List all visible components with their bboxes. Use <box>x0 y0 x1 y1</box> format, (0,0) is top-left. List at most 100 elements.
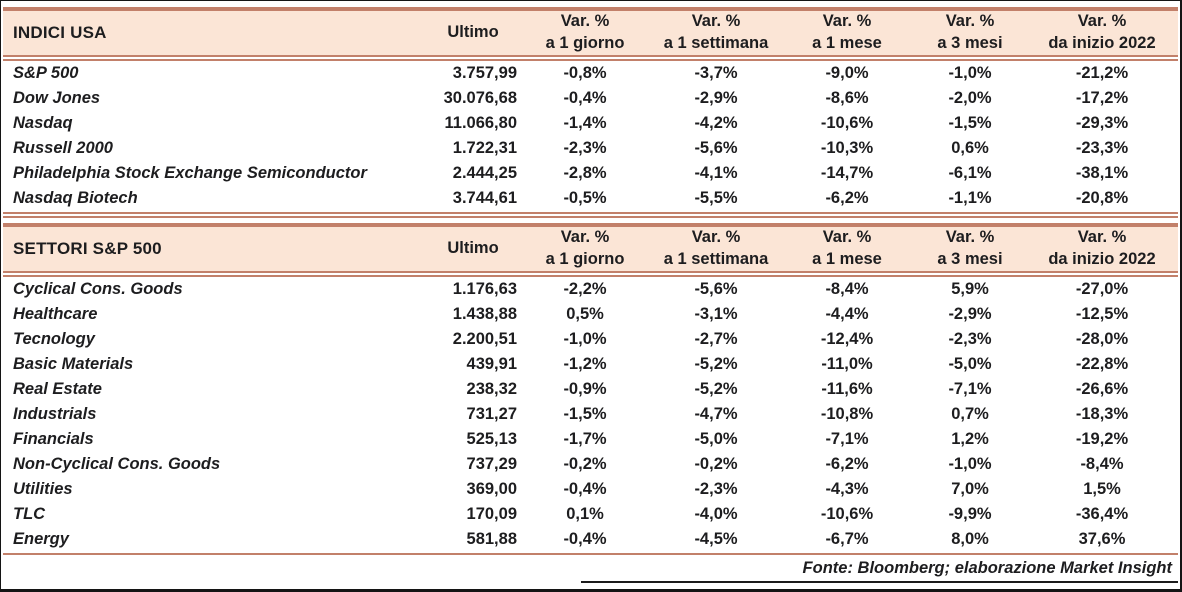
row-var-inizio-2022: -26,6% <box>1075 380 1129 398</box>
row-name: TLC <box>13 505 46 523</box>
row-name: Philadelphia Stock Exchange Semiconducto… <box>13 164 367 182</box>
row-var-3-mesi: -9,9% <box>948 505 992 523</box>
table-row: S&P 500 3.757,99 -0,8% -3,7% -9,0% -1,0%… <box>3 61 1178 86</box>
row-ultimo-value: 238,32 <box>466 380 517 398</box>
row-var-1-settimana: -4,5% <box>694 530 738 548</box>
row-name: Tecnology <box>13 330 95 348</box>
row-var-1-settimana: -2,9% <box>694 89 738 107</box>
var-period-label: a 1 giorno <box>545 34 625 52</box>
col-header-var-inizio-2022: Var. % da inizio 2022 <box>1027 11 1177 55</box>
row-var-1-mese: -6,2% <box>825 455 869 473</box>
row-var-1-giorno: -1,5% <box>563 405 607 423</box>
row-var-1-giorno: -0,4% <box>563 480 607 498</box>
var-period-label: a 1 mese <box>812 250 882 268</box>
row-var-1-settimana: -2,3% <box>694 480 738 498</box>
row-var-1-mese: -10,8% <box>820 405 874 423</box>
row-var-1-mese: -4,4% <box>825 305 869 323</box>
table-row: Real Estate 238,32 -0,9% -5,2% -11,6% -7… <box>3 377 1178 402</box>
row-var-1-giorno: -0,8% <box>563 64 607 82</box>
var-period-label: a 3 mesi <box>937 34 1003 52</box>
var-period-label: a 1 settimana <box>663 250 769 268</box>
row-name: Energy <box>13 530 69 548</box>
row-var-1-mese: -6,2% <box>825 189 869 207</box>
row-ultimo-value: 581,88 <box>466 530 517 548</box>
row-var-1-mese: -8,6% <box>825 89 869 107</box>
row-ultimo-value: 3.744,61 <box>452 189 517 207</box>
row-var-inizio-2022: -19,2% <box>1075 430 1129 448</box>
table-section: SETTORI S&P 500 Ultimo Var. % a 1 giorno… <box>3 223 1178 555</box>
var-pct-label: Var. % <box>945 228 995 247</box>
row-var-inizio-2022: 37,6% <box>1078 530 1126 548</box>
row-name: Cyclical Cons. Goods <box>13 280 183 298</box>
row-name: Nasdaq <box>13 114 73 132</box>
table-row: Basic Materials 439,91 -1,2% -5,2% -11,0… <box>3 352 1178 377</box>
table-row: Financials 525,13 -1,7% -5,0% -7,1% 1,2%… <box>3 427 1178 452</box>
row-var-inizio-2022: -12,5% <box>1075 305 1129 323</box>
row-var-inizio-2022: -36,4% <box>1075 505 1129 523</box>
row-var-1-mese: -14,7% <box>820 164 874 182</box>
row-var-1-settimana: -5,0% <box>694 430 738 448</box>
section-header-band: INDICI USA Ultimo Var. % a 1 giorno Var.… <box>3 9 1178 57</box>
header-underline <box>3 59 1178 61</box>
table-row: Healthcare 1.438,88 0,5% -3,1% -4,4% -2,… <box>3 302 1178 327</box>
row-var-1-settimana: -5,6% <box>694 280 738 298</box>
section-title: SETTORI S&P 500 <box>13 239 162 258</box>
row-var-1-mese: -11,0% <box>821 355 873 373</box>
var-period-label: a 1 mese <box>812 34 882 52</box>
table-row: Russell 2000 1.722,31 -2,3% -5,6% -10,3%… <box>3 136 1178 161</box>
row-ultimo-value: 2.444,25 <box>452 164 517 182</box>
row-name: Dow Jones <box>13 89 101 107</box>
row-var-1-giorno: 0,5% <box>566 305 604 323</box>
row-var-3-mesi: -2,9% <box>948 305 992 323</box>
table-row: Cyclical Cons. Goods 1.176,63 -2,2% -5,6… <box>3 277 1178 302</box>
row-var-1-settimana: -5,5% <box>694 189 738 207</box>
col-header-var-1-settimana: Var. % a 1 settimana <box>651 227 781 271</box>
row-var-inizio-2022: 1,5% <box>1083 480 1121 498</box>
table-body: INDICI USA Ultimo Var. % a 1 giorno Var.… <box>3 7 1178 555</box>
row-ultimo-value: 1.176,63 <box>452 280 517 298</box>
row-var-1-giorno: -2,2% <box>563 280 607 298</box>
row-ultimo-value: 170,09 <box>466 505 517 523</box>
row-var-3-mesi: 8,0% <box>951 530 989 548</box>
var-period-label: a 3 mesi <box>937 250 1003 268</box>
section-header-band: SETTORI S&P 500 Ultimo Var. % a 1 giorno… <box>3 225 1178 273</box>
col-header-var-1-mese: Var. % a 1 mese <box>781 227 913 271</box>
section-title: INDICI USA <box>13 23 107 42</box>
row-var-1-giorno: -0,5% <box>563 189 607 207</box>
row-ultimo-value: 439,91 <box>466 355 517 373</box>
footer-row: Fonte: Bloomberg; elaborazione Market In… <box>3 557 1178 583</box>
table-row: Nasdaq 11.066,80 -1,4% -4,2% -10,6% -1,5… <box>3 111 1178 136</box>
row-var-1-settimana: -3,1% <box>694 305 738 323</box>
row-var-1-mese: -7,1% <box>825 430 869 448</box>
var-pct-label: Var. % <box>560 228 610 247</box>
row-var-1-mese: -9,0% <box>825 64 869 82</box>
row-ultimo-value: 369,00 <box>466 480 517 498</box>
var-pct-label: Var. % <box>822 12 872 31</box>
var-period-label: da inizio 2022 <box>1048 250 1156 268</box>
var-period-label: a 1 giorno <box>545 250 625 268</box>
row-ultimo-value: 737,29 <box>466 455 517 473</box>
row-var-1-settimana: -2,7% <box>694 330 738 348</box>
table-row: Energy 581,88 -0,4% -4,5% -6,7% 8,0% 37,… <box>3 527 1178 552</box>
section-top-line <box>3 223 1178 225</box>
section-rows: S&P 500 3.757,99 -0,8% -3,7% -9,0% -1,0%… <box>3 61 1178 211</box>
row-var-3-mesi: -2,3% <box>948 330 992 348</box>
row-var-1-giorno: -0,4% <box>563 530 607 548</box>
row-name: Healthcare <box>13 305 98 323</box>
section-end-line <box>3 212 1178 218</box>
row-ultimo-value: 2.200,51 <box>452 330 517 348</box>
var-period-label: a 1 settimana <box>663 34 769 52</box>
var-period-label: da inizio 2022 <box>1048 34 1156 52</box>
table-section: INDICI USA Ultimo Var. % a 1 giorno Var.… <box>3 7 1178 218</box>
row-name: Nasdaq Biotech <box>13 189 138 207</box>
row-var-1-mese: -11,6% <box>821 380 873 398</box>
row-var-3-mesi: -2,0% <box>948 89 992 107</box>
col-header-ultimo: Ultimo <box>447 23 499 42</box>
row-var-1-giorno: -2,3% <box>563 139 607 157</box>
row-name: Russell 2000 <box>13 139 113 157</box>
row-var-3-mesi: -1,0% <box>948 455 992 473</box>
row-name: Real Estate <box>13 380 102 398</box>
row-var-1-settimana: -4,0% <box>694 505 738 523</box>
row-var-1-mese: -10,6% <box>820 505 874 523</box>
source-note: Fonte: Bloomberg; elaborazione Market In… <box>581 557 1178 583</box>
